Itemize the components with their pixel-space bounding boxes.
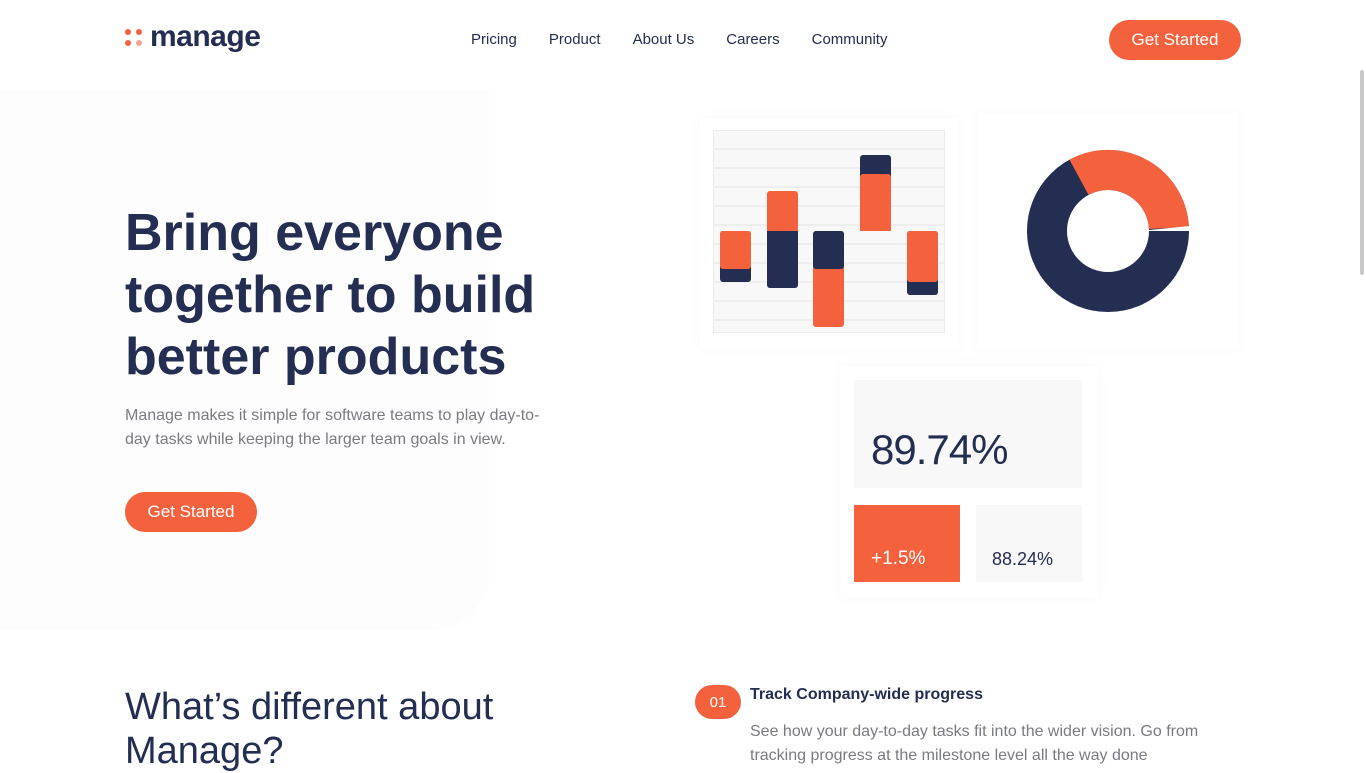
hero-title: Bring everyone together to build better … [125, 204, 536, 386]
bar-1-orange [720, 231, 751, 269]
main-nav: Pricing Product About Us Careers Communi… [471, 31, 887, 48]
bar-2-navy [767, 231, 798, 288]
change-stat-box: +1.5% [854, 505, 960, 582]
donut-gap [1149, 226, 1190, 231]
logo-dots-icon [125, 28, 142, 46]
hero-description: Manage makes it simple for software team… [125, 407, 540, 448]
background-shape [0, 90, 490, 630]
bar-5-orange [907, 231, 938, 282]
nav-pricing[interactable]: Pricing [471, 31, 517, 48]
donut-orange-segment [1069, 149, 1189, 229]
secondary-stat: 88.24% [992, 549, 1054, 569]
nav-careers[interactable]: Careers [726, 31, 780, 48]
feature-description: See how your day-to-day tasks fit into t… [750, 723, 1199, 764]
bar-2-orange [767, 191, 798, 233]
hero-get-started-button[interactable]: Get Started [125, 492, 257, 532]
bar-3-navy [813, 231, 844, 269]
features-heading: What’s different about Manage? [125, 686, 494, 772]
nav-product[interactable]: Product [548, 31, 601, 48]
feature-title: Track Company-wide progress [750, 686, 983, 703]
main-stat-box: 89.74% [854, 380, 1082, 488]
change-stat: +1.5% [871, 548, 926, 569]
header-get-started-button[interactable]: Get Started [1109, 20, 1241, 60]
bar-4-orange [860, 174, 891, 231]
nav-community[interactable]: Community [811, 31, 888, 48]
logo-text: manage [150, 20, 261, 53]
main-stat: 89.74% [871, 426, 1008, 473]
nav-about-us[interactable]: About Us [632, 31, 695, 48]
logo[interactable]: manage [125, 20, 261, 54]
feature-number-badge: 01 [695, 685, 741, 719]
donut-chart [1027, 149, 1190, 312]
scrollbar[interactable] [1360, 70, 1364, 275]
secondary-stat-box: 88.24% [976, 505, 1082, 582]
